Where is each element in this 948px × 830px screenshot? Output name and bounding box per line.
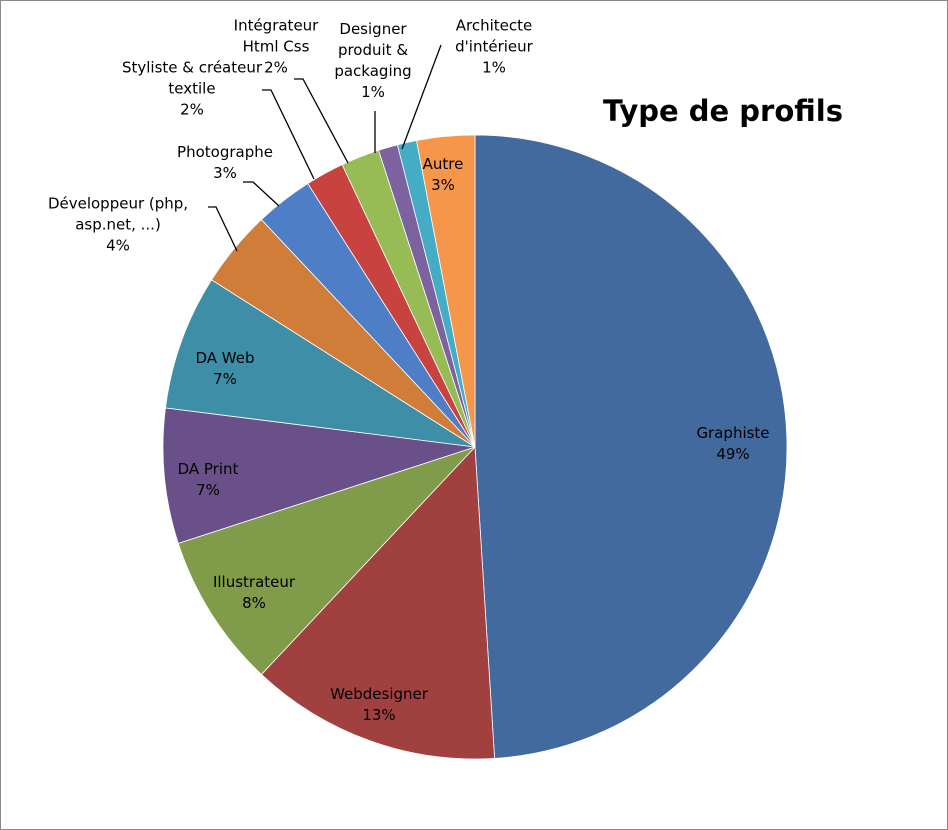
value-label: 3%	[213, 164, 237, 182]
category-label: DA Print	[177, 460, 239, 478]
slice-label: DA Web 7%	[175, 348, 275, 390]
category-label: Autre	[422, 155, 464, 173]
slices	[162, 134, 788, 760]
leader-line	[262, 89, 315, 180]
category-label: Webdesigner	[330, 685, 428, 703]
leader-line	[243, 181, 280, 207]
value-label: 7%	[213, 370, 237, 388]
leader-line	[294, 78, 349, 164]
category-label: Graphiste	[696, 424, 770, 442]
pie-slice	[260, 446, 496, 760]
slice-label: Designer produit & packaging 1%	[328, 19, 418, 103]
value-label: 3%	[431, 176, 455, 194]
slice-label: Autre 3%	[403, 154, 483, 196]
category-label: Photographe	[177, 143, 273, 161]
pie-slice	[165, 279, 476, 448]
value-label: 49%	[716, 445, 750, 463]
category-label: DA Web	[195, 349, 255, 367]
value-label: 2%	[180, 100, 204, 119]
value-label: 7%	[196, 481, 220, 499]
slice-label: Intégrateur Html Css 2%	[221, 16, 331, 79]
category-label: Intégrateur Html Css	[233, 16, 319, 56]
pie-slice	[177, 446, 476, 676]
slice-label: Graphiste 49%	[673, 423, 793, 465]
value-label: 8%	[242, 594, 266, 612]
pie-slice	[416, 134, 476, 448]
category-label: Styliste & créateur textile	[121, 58, 263, 98]
category-label: Architecte d'intérieur	[455, 16, 533, 56]
leader-lines	[208, 44, 442, 252]
value-label: 4%	[106, 236, 130, 255]
value-label: 1%	[482, 58, 506, 77]
leader-line	[401, 44, 442, 150]
slice-label: Développeur (php, asp.net, ...) 4%	[38, 194, 198, 257]
chart-title: Type de profils	[603, 94, 843, 128]
slice-label: Illustrateur 8%	[194, 572, 314, 614]
value-label: 13%	[362, 706, 396, 724]
slice-label: Styliste & créateur textile 2%	[120, 58, 265, 121]
slice-label: Photographe 3%	[160, 142, 290, 184]
pie-slice	[474, 134, 788, 759]
pie-slice	[162, 407, 476, 544]
category-label: Designer produit & packaging	[334, 20, 412, 80]
slice-label: DA Print 7%	[158, 459, 258, 501]
value-label: 2%	[264, 58, 288, 77]
value-label: 1%	[361, 83, 385, 101]
slice-label: Architecte d'intérieur 1%	[439, 16, 549, 79]
leader-line	[208, 206, 238, 252]
category-label: Développeur (php, asp.net, ...)	[47, 194, 189, 234]
category-label: Illustrateur	[212, 573, 296, 591]
slice-label: Webdesigner 13%	[309, 684, 449, 726]
